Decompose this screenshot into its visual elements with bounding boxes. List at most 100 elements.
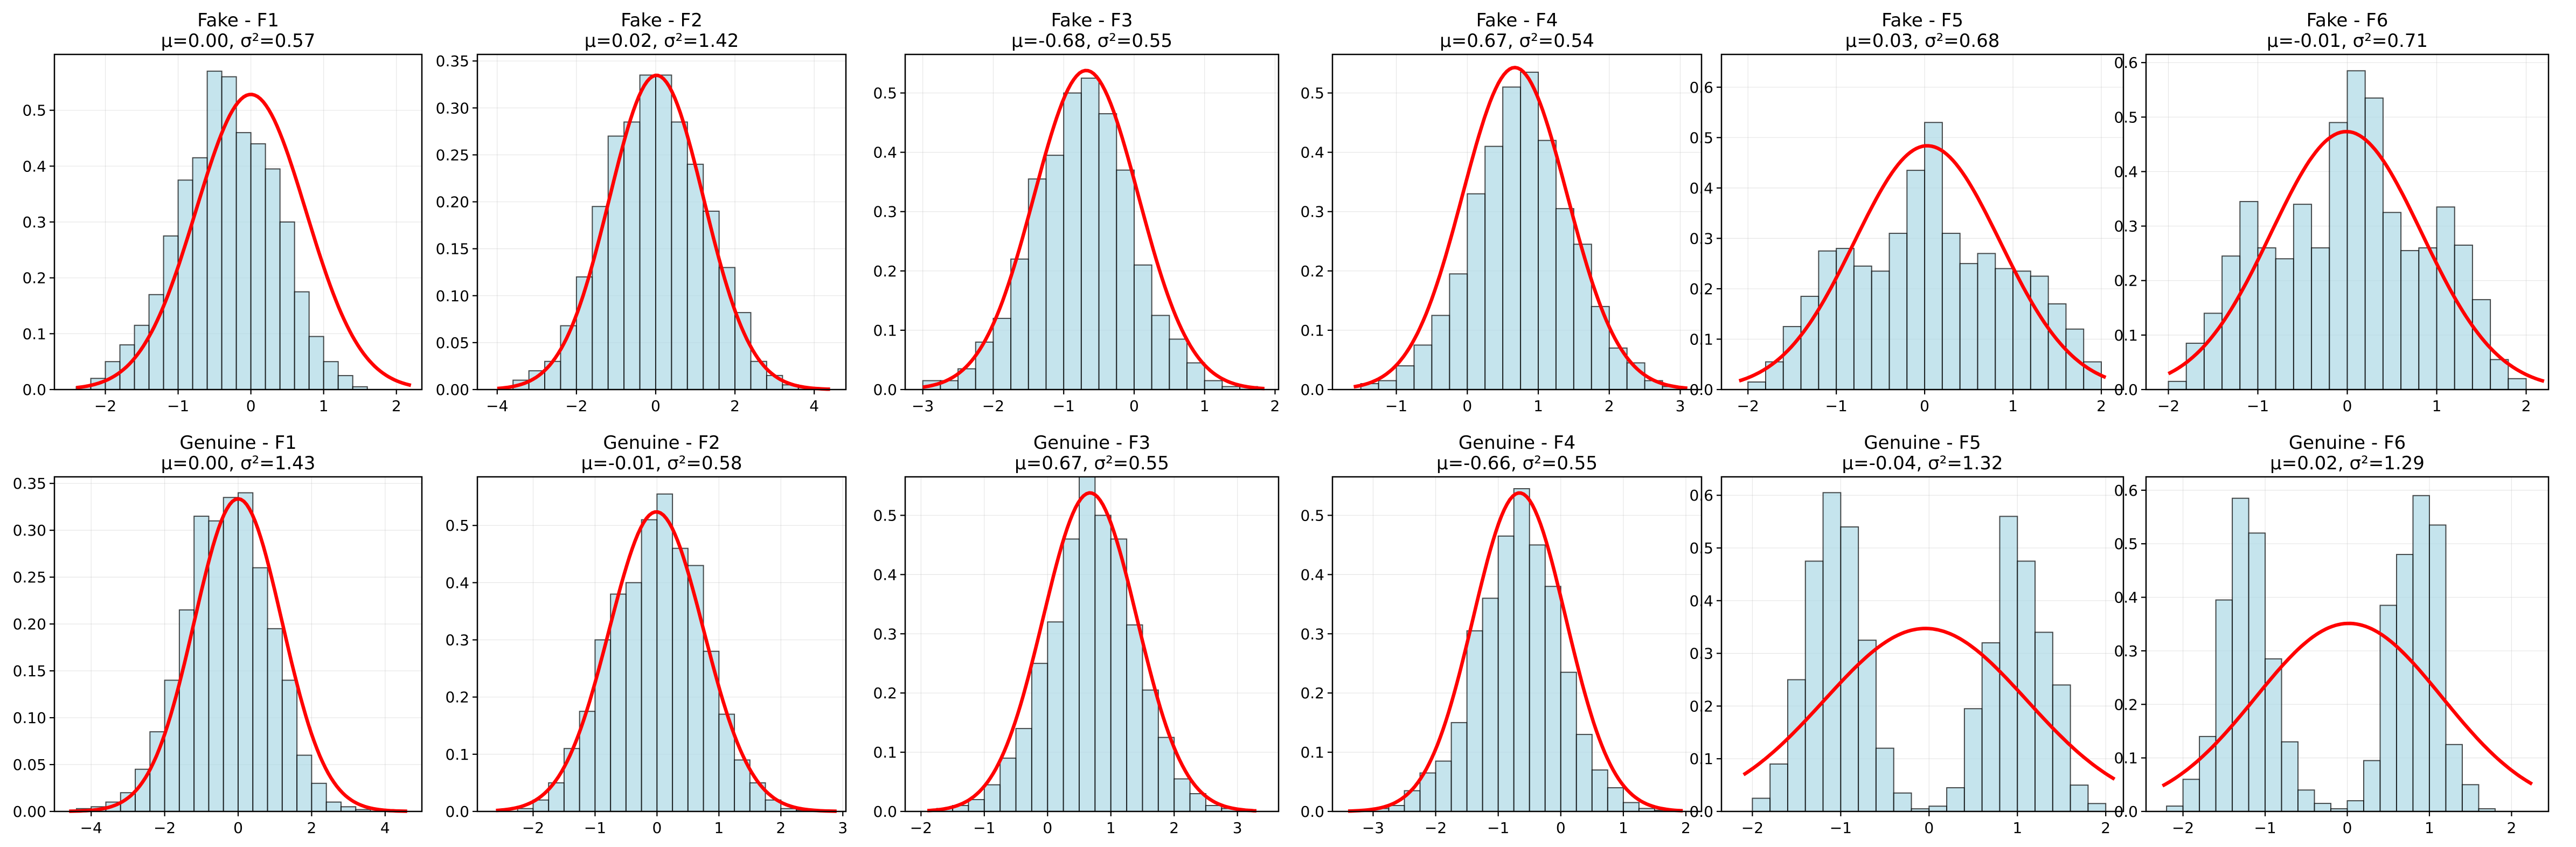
histogram-bar [1110,538,1128,813]
y-tick-label: 0.0 [1689,381,1713,399]
histogram-bar [2166,806,2184,812]
y-tick-label: 0.10 [436,287,469,305]
histogram-bar [563,748,580,812]
histogram-bar [1094,515,1112,812]
normal-fit-curve [2167,129,2545,383]
y-tick-label: 0.0 [1300,803,1324,821]
y-tick-label: 0.25 [436,146,469,164]
y-tick-label: 0.0 [2114,803,2138,821]
histogram-bar [639,74,656,391]
x-tick-label: −2 [2172,819,2194,837]
histogram-bar [2329,122,2348,390]
x-tick-label: −1 [1487,819,1509,837]
histogram-bar [2461,784,2480,812]
histogram-bar [1941,233,1961,390]
y-tick-label: 0.20 [436,193,469,211]
y-tick-label: 0.4 [873,566,897,584]
y-tick-label: 0.1 [22,325,46,343]
subplot-stats: μ=-0.68, σ²=0.55 [1011,30,1172,52]
histogram-bar [1513,488,1530,812]
subplot-stats: μ=-0.01, σ²=0.58 [581,453,742,474]
histogram-bar [2070,784,2089,813]
histogram-bars [1360,72,1681,391]
histogram-bar [1858,640,1877,813]
x-tick-label: 4 [380,819,390,837]
histogram-bar [1607,787,1624,813]
histogram-bar [235,132,252,390]
x-tick-label: −2 [1425,819,1447,837]
y-tick-label: 0.3 [2114,218,2138,235]
subplot-stats: μ=0.00, σ²=1.43 [161,453,316,474]
x-tick-label: −1 [1053,397,1075,415]
subplot-12: −2 −1 0 1 2 0.0 0.1 0.2 0.3 0.4 0.5 0.6 Genuine - F6… [2114,432,2550,837]
subplot-6: −2 −1 0 1 2 0.0 0.1 0.2 0.3 0.4 0.5 0.6 Fake - F6μ=-… [2114,10,2550,415]
histogram-bar [2248,532,2266,812]
y-tick-label: 0.15 [436,240,469,258]
histogram-bar [2239,201,2259,390]
y-tick-label: 0.2 [1689,280,1713,298]
subplot-stats: μ=0.02, σ²=1.29 [2270,453,2425,474]
subplot-stats: μ=-0.01, σ²=0.71 [2267,30,2428,52]
normal-fit-curve [922,68,1265,391]
histogram-bar [2012,270,2031,390]
histogram-bar [1174,778,1191,813]
x-tick-label: 2 [2506,819,2516,837]
x-tick-label: 4 [809,397,819,415]
y-tick-label: 0.10 [13,709,46,727]
subplot-title: Genuine - F3 [1033,432,1150,454]
histogram-bar [2221,255,2241,391]
axes-frame [476,476,847,813]
normal-fit-curve [2161,621,2533,788]
histogram-bar [2400,250,2420,390]
histogram-bar [206,71,223,391]
y-tick-label: 0.05 [436,334,469,352]
x-tick-label: 1 [2432,397,2442,415]
y-tick-label: 0.1 [1689,750,1713,768]
histogram-bar [2275,258,2294,390]
x-tick-label: −2 [94,397,116,415]
y-tick-label: 0.6 [2114,482,2138,499]
histogram-bars [922,78,1258,391]
x-tick-label: −2 [1741,819,1763,837]
histogram-bar [2428,524,2447,812]
histogram-bars [75,492,371,813]
y-tick-label: 0.3 [445,631,469,649]
subplot-title: Fake - F4 [1476,10,1558,31]
normal-fit-curve [496,510,837,813]
subplot-title: Fake - F2 [621,10,703,31]
histogram-bar [1555,208,1574,390]
histogram-bar [281,679,298,812]
x-tick-label: 0 [1924,819,1934,837]
y-tick-label: 0.6 [1689,487,1713,504]
histogram-bar [2035,631,2053,813]
histogram-bar [208,520,224,812]
y-tick-label: 0.15 [13,662,46,680]
histogram-bar [2257,247,2276,390]
subplot-10: −3 −2 −1 0 1 2 0.0 0.1 0.2 0.3 0.4 0.5 Genuine - F4μ… [1300,432,1703,837]
histogram-bar [250,143,266,390]
y-tick-label: 0.2 [873,684,897,702]
y-tick-label: 0.25 [13,568,46,586]
x-tick-label: 3 [838,819,848,837]
histogram-bar [2418,247,2438,390]
histogram-bar [265,168,281,390]
subplot-8: −2 −1 0 1 2 3 0.0 0.1 0.2 0.3 0.4 0.5 Genuine - F2μ=… [445,432,848,837]
histogram-bar [1999,516,2018,812]
histogram-bar [1747,381,1766,390]
histogram-bar [2030,275,2049,391]
y-tick-label: 0.5 [22,102,46,120]
x-tick-label: 1 [1106,819,1116,837]
x-tick-label: 2 [2101,819,2110,837]
histogram-bar [178,609,195,813]
y-tick-label: 0.0 [873,803,897,821]
histogram-bar [1538,140,1557,390]
histogram-bar [656,493,673,812]
histogram-bar [1769,763,1788,812]
histogram-bar [1449,273,1468,390]
y-tick-label: 0.5 [873,85,897,102]
y-tick-label: 0.0 [445,803,469,821]
histogram-bar [2396,554,2414,813]
histogram-bar [1928,806,1948,812]
x-tick-label: 1 [2425,819,2434,837]
normal-fit-curve [1353,66,1688,390]
